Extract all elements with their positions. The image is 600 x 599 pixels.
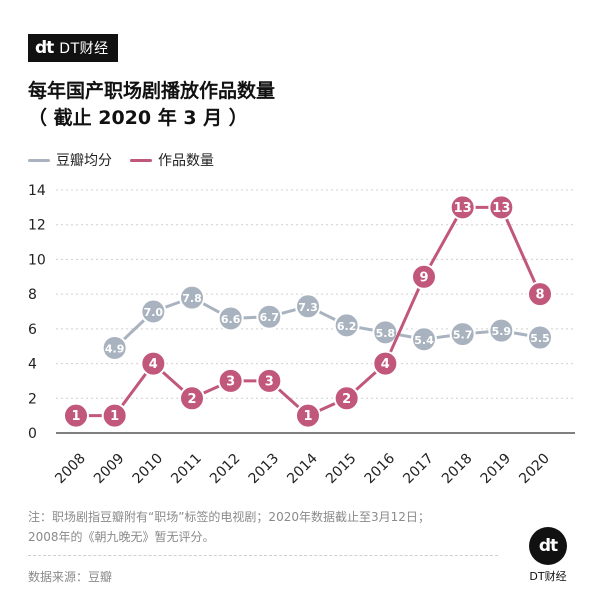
data-point (101, 402, 128, 429)
footer-divider (28, 555, 498, 556)
data-label: 2 (342, 392, 351, 407)
data-label: 7.0 (144, 306, 164, 319)
y-tick-label: 2 (28, 391, 37, 407)
legend-swatch-douban (28, 158, 50, 162)
chart-legend: 豆瓣均分 作品数量 (28, 150, 232, 170)
data-label: 5.9 (492, 325, 512, 338)
brand-name: DT财经 (59, 41, 109, 57)
data-point (179, 284, 205, 311)
data-point (449, 321, 476, 348)
x-tick-label: 2015 (323, 451, 360, 488)
chart-title-line2: （ 截止 2020 年 3 月 ） (28, 107, 248, 129)
x-tick-label: 2019 (478, 451, 515, 488)
data-label: 4 (149, 357, 158, 372)
data-point (372, 350, 399, 377)
brand-logo-circle: dt (529, 527, 567, 565)
x-tick-label: 2014 (284, 450, 321, 487)
chart-note: 注：职场剧指豆瓣附有“职场”标签的电视剧；2020年数据截止至3月12日； 20… (28, 507, 498, 547)
y-tick-label: 14 (28, 183, 46, 199)
data-point (101, 334, 128, 361)
x-tick-label: 2010 (130, 451, 167, 488)
x-tick-label: 2013 (246, 451, 283, 488)
data-label: 5.4 (414, 334, 434, 347)
data-label: 1 (110, 409, 119, 424)
data-point (488, 194, 515, 221)
data-point (256, 367, 283, 394)
x-tick-label: 2011 (168, 451, 205, 488)
brand-logo-top: dt DT财经 (28, 34, 118, 62)
data-label: 5.5 (530, 332, 550, 345)
data-point (333, 385, 360, 412)
data-label: 3 (265, 374, 274, 389)
data-label: 2 (187, 392, 196, 407)
chart-title-line1: 每年国产职场剧播放作品数量 (28, 80, 276, 102)
legend-item-count: 作品数量 (130, 150, 214, 170)
data-label: 7.8 (182, 292, 202, 305)
data-point (295, 293, 321, 320)
data-label: 7.3 (298, 301, 318, 314)
chart-note-line1: 注：职场剧指豆瓣附有“职场”标签的电视剧；2020年数据截止至3月12日； (28, 510, 430, 524)
y-tick-label: 0 (28, 426, 37, 442)
y-tick-label: 10 (28, 252, 46, 268)
data-point (411, 263, 437, 290)
chart-title: 每年国产职场剧播放作品数量 （ 截止 2020 年 3 月 ） (28, 78, 568, 132)
data-point (527, 324, 553, 351)
x-tick-label: 2008 (52, 451, 89, 488)
x-tick-label: 2009 (91, 451, 128, 488)
data-label: 9 (419, 270, 428, 285)
data-label: 5.8 (376, 327, 396, 340)
data-point (527, 281, 553, 308)
legend-item-douban: 豆瓣均分 (28, 150, 112, 170)
y-tick-label: 6 (28, 322, 37, 338)
chart-note-line2: 2008年的《朝九晚无》暂无评分。 (28, 530, 215, 544)
x-tick-label: 2017 (400, 451, 437, 488)
data-label: 4.9 (105, 342, 125, 355)
brand-mark: dt (35, 38, 54, 58)
data-label: 1 (71, 409, 80, 424)
data-point (333, 312, 360, 339)
data-point (217, 367, 244, 394)
y-tick-label: 4 (28, 357, 37, 373)
data-point (411, 326, 437, 353)
data-label: 13 (454, 201, 472, 216)
legend-label-count: 作品数量 (158, 153, 214, 169)
data-point (449, 194, 476, 221)
data-label: 6.6 (221, 313, 241, 326)
brand-logo-name: DT财经 (529, 570, 567, 583)
x-tick-label: 2012 (207, 451, 244, 488)
data-point (140, 298, 167, 325)
x-tick-label: 2018 (439, 451, 476, 488)
data-point (217, 305, 244, 332)
data-point (372, 319, 399, 346)
data-label: 1 (303, 409, 312, 424)
series-line-douban (113, 296, 541, 350)
data-label: 13 (492, 201, 510, 216)
data-label: 4 (381, 357, 390, 372)
data-point (179, 385, 205, 412)
y-tick-label: 12 (28, 218, 46, 234)
data-source: 数据来源：豆瓣 (28, 570, 113, 584)
x-tick-label: 2016 (362, 450, 399, 487)
x-tick-label: 2020 (516, 451, 553, 488)
legend-label-douban: 豆瓣均分 (56, 153, 112, 169)
data-point (488, 317, 515, 344)
data-point (140, 350, 167, 377)
brand-logo-bottom: dt DT财经 (520, 527, 576, 584)
data-label: 8 (535, 288, 544, 303)
legend-swatch-count (130, 158, 152, 162)
data-point (63, 402, 89, 429)
data-label: 5.7 (453, 329, 473, 342)
y-tick-label: 8 (28, 287, 37, 303)
data-label: 6.7 (260, 311, 280, 324)
data-point (256, 303, 283, 330)
data-label: 6.2 (337, 320, 357, 333)
data-point (295, 402, 321, 429)
data-label: 3 (226, 374, 235, 389)
